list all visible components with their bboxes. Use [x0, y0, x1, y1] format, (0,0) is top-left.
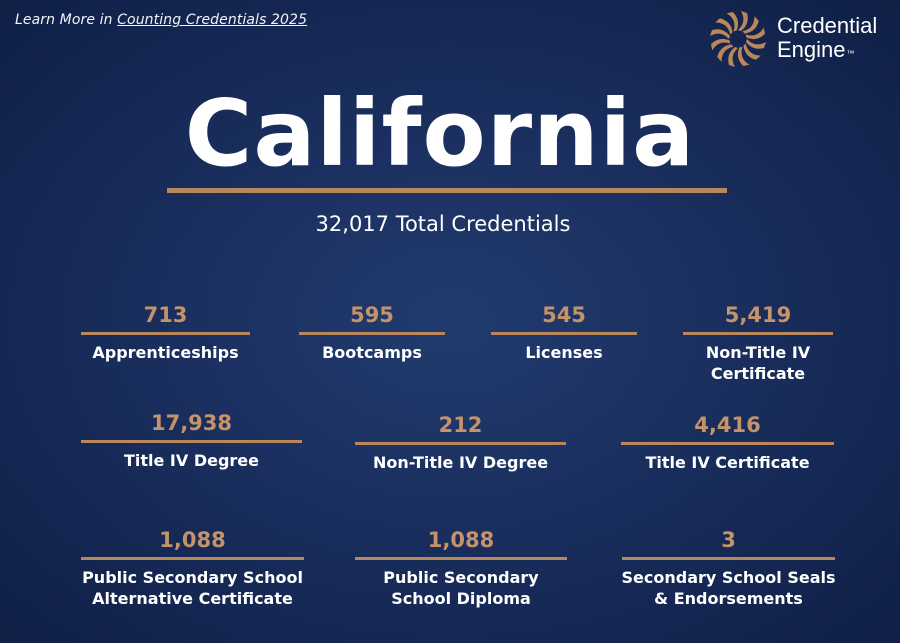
stat-divider: [491, 332, 637, 335]
credential-engine-brand[interactable]: Credential Engine™: [709, 10, 889, 67]
stat-value: 3: [721, 528, 736, 552]
stat-label: Public Secondary School Alternative Cert…: [82, 568, 303, 608]
total-credentials: 32,017 Total Credentials: [315, 212, 571, 236]
stat-label: Licenses: [525, 343, 603, 362]
stat-divider: [81, 440, 302, 443]
trademark-mark: ™: [846, 49, 855, 58]
stat-divider: [683, 332, 833, 335]
stat-label: Non-Title IV Certificate: [705, 343, 811, 383]
stat-divider: [622, 557, 835, 560]
stat-label: Title IV Degree: [123, 451, 260, 470]
learn-more-prefix: Learn More in: [15, 12, 118, 28]
stat-value: 17,938: [150, 411, 233, 435]
stat-value: 713: [143, 303, 188, 327]
stat-divider: [81, 557, 304, 560]
stat-value: 4,416: [694, 413, 761, 437]
stat-value: 595: [350, 303, 394, 327]
stat-divider: [621, 442, 834, 445]
credential-engine-logo-icon: [710, 11, 766, 67]
stat-divider: [299, 332, 445, 335]
stat-divider: [355, 557, 567, 560]
counting-credentials-link[interactable]: Counting Credentials 2025: [117, 12, 308, 28]
stat-label: Secondary School Seals & Endorsements: [621, 568, 836, 608]
title-divider: [167, 188, 727, 193]
brand-line-2: Engine: [777, 37, 846, 62]
stat-label: Apprenticeships: [92, 343, 239, 362]
stat-label: Non-Title IV Degree: [372, 453, 549, 472]
stat-divider: [355, 442, 566, 445]
stat-divider: [81, 332, 250, 335]
stat-value: 212: [438, 413, 483, 437]
stat-value: 1,088: [159, 528, 226, 552]
stat-label: Title IV Certificate: [645, 453, 810, 472]
state-title: California: [184, 80, 696, 187]
brand-wordmark: Credential Engine™: [777, 14, 877, 62]
learn-more-line: Learn More in Counting Credentials 2025: [15, 12, 307, 28]
stat-label: Bootcamps: [322, 343, 422, 362]
brand-line-1: Credential: [777, 13, 878, 38]
stat-label: Public Secondary School Diploma: [383, 568, 539, 608]
stat-value: 545: [542, 303, 586, 327]
stat-value: 1,088: [427, 528, 495, 552]
stat-value: 5,419: [724, 303, 792, 327]
